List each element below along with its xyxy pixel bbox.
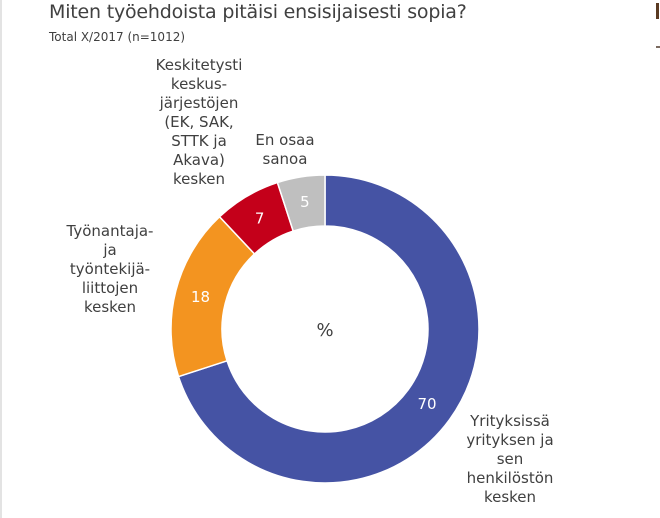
category-label-line: henkilöstön — [466, 469, 554, 487]
category-label: Yrityksissä yrityksen ja sen henkilöstön kes… — [450, 412, 570, 507]
panel-left-border — [0, 0, 2, 518]
donut-slice — [276, 174, 326, 232]
category-label-line: kesken — [83, 298, 137, 316]
category-label-line: STTK ja — [171, 132, 227, 150]
category-label-line: keskus- — [170, 75, 228, 93]
category-label-line: Keskitetysti — [155, 56, 243, 74]
adjacent-panel-edge-mark — [656, 46, 660, 48]
category-label-line: sanoa — [262, 150, 308, 168]
category-label-line: kesken — [483, 488, 537, 506]
category-label-line: sen — [496, 450, 524, 468]
category-label-line: (EK, SAK, — [164, 113, 234, 131]
data-label: 5 — [300, 193, 310, 211]
category-label: Työnantaja-ja työntekijä-liittojen kesken — [55, 222, 165, 317]
category-label-line: Työnantaja- — [66, 222, 154, 240]
category-label-line: Yrityksissä — [470, 412, 550, 430]
category-label-line: yrityksen ja — [466, 431, 554, 449]
category-label: En osaa sanoa — [245, 131, 325, 169]
category-label: Keskitetysti keskus-järjestöjen (EK, SAK, S… — [140, 56, 258, 189]
category-label-line: ja — [103, 241, 117, 259]
category-label-line: Akava) — [173, 151, 225, 169]
category-label-line: En osaa — [255, 131, 315, 149]
data-label: 18 — [191, 288, 210, 306]
center-label: % — [316, 320, 333, 341]
category-label-line: järjestöjen — [159, 94, 239, 112]
category-label-line: työntekijä- — [69, 260, 151, 278]
data-label: 7 — [255, 209, 265, 227]
data-label: 70 — [417, 395, 436, 413]
adjacent-panel-edge — [656, 3, 659, 19]
chart-subtitle: Total X/2017 (n=1012) — [49, 30, 186, 44]
category-label-line: kesken — [172, 170, 226, 188]
category-label-line: liittojen — [81, 279, 139, 297]
donut-slice — [177, 174, 480, 484]
chart-title: Miten työehdoista pitäisi ensisijaisesti… — [49, 1, 467, 23]
